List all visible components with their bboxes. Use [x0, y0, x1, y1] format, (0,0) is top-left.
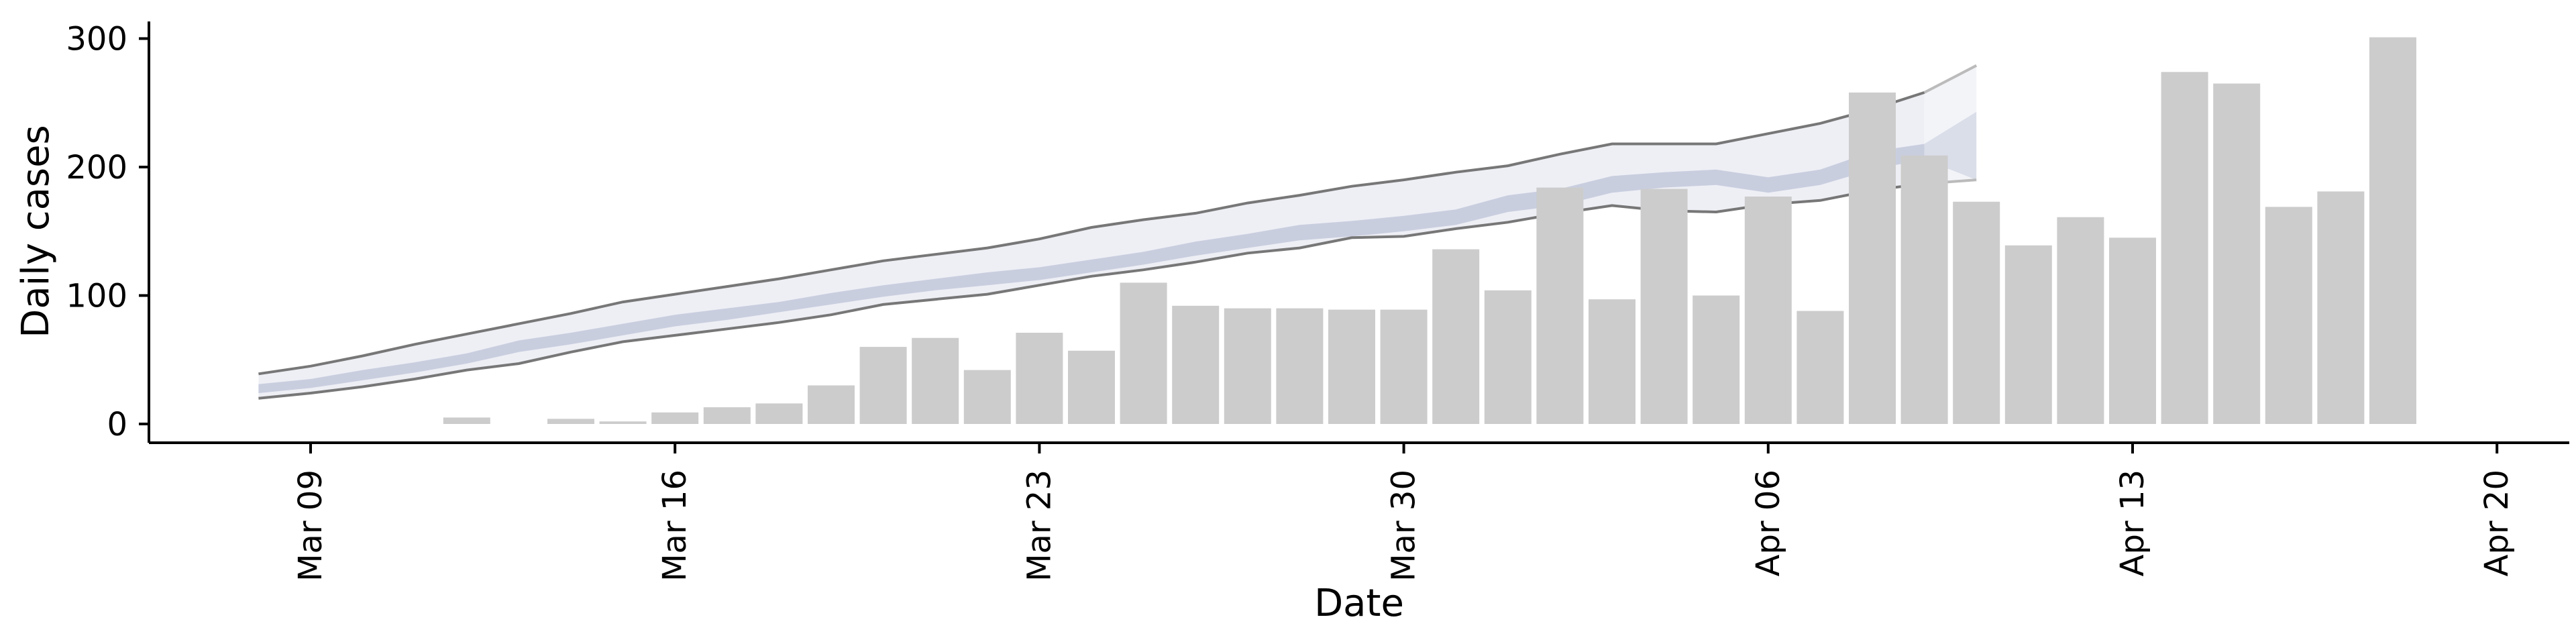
x-tick-label: Mar 16 [656, 470, 694, 582]
bar [2004, 245, 2052, 424]
y-tick-label: 0 [107, 406, 127, 443]
bar [1172, 305, 1220, 424]
projection-bands [258, 64, 1978, 400]
bar [1432, 249, 1480, 424]
bar [2161, 72, 2208, 425]
bar [1380, 309, 1428, 424]
bar [2213, 83, 2261, 424]
bar [443, 417, 490, 424]
x-tick-label: Mar 23 [1020, 470, 1058, 582]
bar [2265, 207, 2312, 424]
bar [912, 337, 959, 424]
bar [1484, 290, 1532, 424]
bar [755, 403, 803, 424]
upper-bound-line-extension [1923, 64, 1978, 94]
bar [1796, 311, 1844, 424]
x-tick-label: Mar 09 [292, 470, 329, 582]
bar [808, 385, 855, 424]
x-tick-label: Mar 30 [1385, 470, 1423, 582]
bar [1276, 308, 1324, 424]
x-tick-label: Apr 13 [2114, 470, 2151, 576]
bar [1640, 189, 1688, 424]
bar [651, 412, 699, 424]
bar [1953, 201, 2000, 424]
bar [703, 407, 751, 424]
bar [859, 347, 907, 424]
bar [1328, 309, 1375, 424]
bar [1744, 197, 1792, 424]
x-tick-label: Apr 20 [2478, 470, 2516, 576]
y-axis-title: Daily cases [14, 125, 58, 337]
y-tick-label: 200 [66, 149, 127, 186]
y-tick-label: 300 [66, 21, 127, 58]
bar [1589, 299, 1635, 424]
bar [1693, 295, 1740, 424]
bar [599, 421, 647, 424]
x-axis-title: Date [1314, 582, 1404, 625]
bar-series [443, 37, 2416, 425]
bar [1900, 155, 1948, 425]
bar [2057, 217, 2104, 424]
bar [1068, 350, 1115, 424]
x-tick-label: Apr 06 [1750, 470, 1787, 576]
bar [2369, 37, 2416, 425]
bar [1120, 282, 1167, 424]
y-tick-label: 100 [66, 278, 127, 315]
bar [2317, 191, 2365, 424]
bar [1536, 187, 1584, 424]
bar [1224, 308, 1271, 424]
bar [963, 370, 1011, 424]
bar [1849, 92, 1896, 424]
axes: 0 100 200 300 Mar 09 Mar 16 Mar 23 Mar 30 Apr 06… [66, 21, 2569, 582]
inner-interval-band [258, 144, 1925, 393]
upper-bound-line [258, 91, 1925, 376]
bar [1016, 333, 1063, 424]
bar [2109, 237, 2156, 424]
bar [547, 419, 594, 424]
